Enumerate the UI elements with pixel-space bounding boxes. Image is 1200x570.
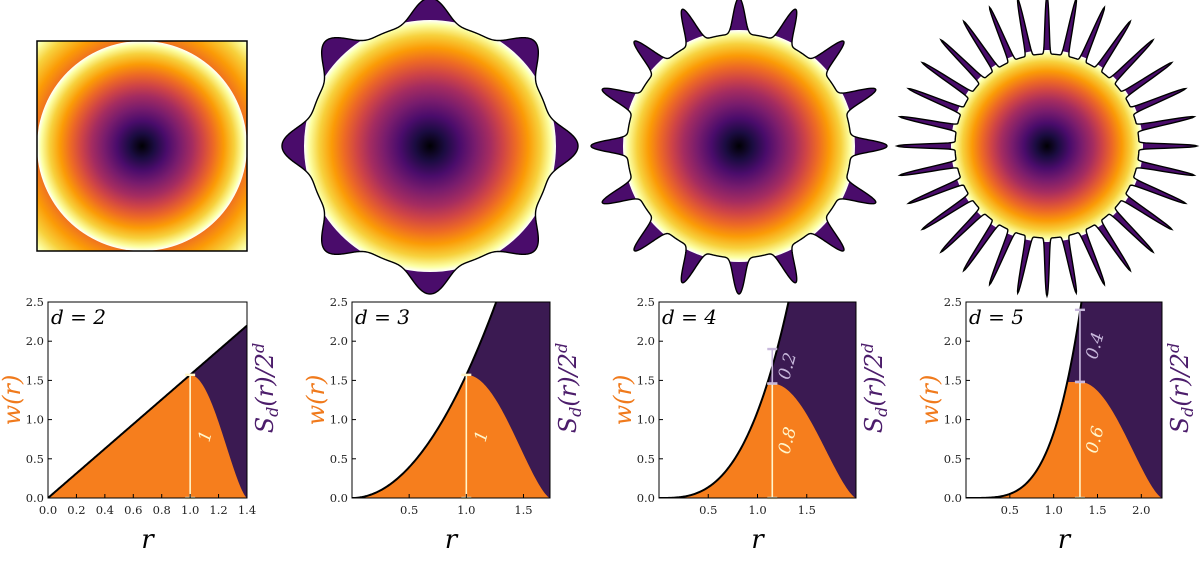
dimension-label: d = 5 xyxy=(969,305,1024,329)
plot-area xyxy=(48,302,247,498)
y-axis-label-left: w(r) xyxy=(0,375,26,426)
y-tick-label: 0.0 xyxy=(944,491,962,505)
x-tick-label: 0.0 xyxy=(39,503,57,517)
boundary-curve xyxy=(48,324,247,498)
chart-d4: 0.80.20.00.51.01.52.02.50.5 1.0 1.5d = 4rw… xyxy=(609,295,891,555)
y-tick-label: 1.0 xyxy=(637,413,655,427)
orange-region xyxy=(352,374,550,498)
x-tick-label: 0.5 xyxy=(699,503,717,517)
plot-frame xyxy=(965,301,1163,499)
y-tick-label: 2.5 xyxy=(944,295,962,309)
orange-region xyxy=(966,381,1162,498)
dimension-label: d = 2 xyxy=(51,305,106,329)
x-tick-label: 0.5 xyxy=(1001,503,1019,517)
chart-d2: 1 0.0 0.5 1.0 1.5 2.0 2.5 0.0 0.2 0.4 0.6 0.8 1.0 1.2… xyxy=(0,295,282,555)
segment-label: 1 xyxy=(471,428,493,444)
x-tick-label: 0.4 xyxy=(96,503,114,517)
y-tick-label: 1.0 xyxy=(944,413,962,427)
x-tick-label: 1.0 xyxy=(181,503,199,517)
y-axis-label-left: w(r) xyxy=(609,375,637,426)
y-tick-label: 0.0 xyxy=(26,491,44,505)
y-axis-label-left: w(r) xyxy=(302,375,330,426)
y-tick-label: 0.0 xyxy=(330,491,348,505)
y-axis-label-right: Sd(r)/2d xyxy=(858,343,891,434)
y-tick-label: 0.0 xyxy=(637,491,655,505)
dimension-label: d = 3 xyxy=(355,305,410,329)
plot-frame xyxy=(47,301,248,499)
boundary-curve xyxy=(966,302,1083,498)
plot-frame xyxy=(351,301,551,499)
charts: 1 0.0 0.5 1.0 1.5 2.0 2.5 0.0 0.2 0.4 0.6 0.8 1.0 1.2… xyxy=(0,295,1197,555)
y-tick-label: 1.5 xyxy=(26,373,44,387)
chart-d3: 1 0.0 0.5 1.0 1.5 2.0 2.5 0.5 1.0 1.5 d = 3 r w(r) Sd… xyxy=(302,295,585,555)
y-tick-label: 2.5 xyxy=(637,295,655,309)
star-density-d3 xyxy=(281,0,579,295)
x-tick-label: 0.2 xyxy=(67,503,85,517)
x-tick-label: 0.8 xyxy=(153,503,171,517)
y-tick-label: 2.5 xyxy=(26,295,44,309)
square-density-d2 xyxy=(36,40,248,252)
y-tick-label: 2.0 xyxy=(26,334,44,348)
boundary-curve xyxy=(659,302,790,498)
x-tick-label: 1.4 xyxy=(238,503,256,517)
y-tick-label: 2.5 xyxy=(330,295,348,309)
star-density-d4 xyxy=(590,0,888,295)
x-tick-label: 1.5 xyxy=(1088,503,1106,517)
x-axis-label: r xyxy=(1058,525,1072,555)
orange-region xyxy=(659,383,856,498)
plot-area xyxy=(966,302,1162,498)
x-axis-label: r xyxy=(751,525,765,555)
plot-area xyxy=(659,302,856,498)
star-density-d5 xyxy=(894,0,1200,299)
y-tick-label: 0.5 xyxy=(944,452,962,466)
x-tick-label: 1.0 xyxy=(748,503,766,517)
x-axis-label: r xyxy=(445,525,459,555)
x-tick-label: 2.0 xyxy=(1132,503,1150,517)
x-tick-label: 1.0 xyxy=(1045,503,1063,517)
density-shapes xyxy=(36,0,1200,299)
y-tick-label: 1.5 xyxy=(330,373,348,387)
chart-d5: 0.60.40.00.51.01.52.02.50.5 1.0 1.5 2.0d = … xyxy=(916,295,1197,555)
orange-region xyxy=(48,374,247,498)
y-tick-label: 2.0 xyxy=(944,334,962,348)
x-tick-label: 1.5 xyxy=(798,503,816,517)
y-tick-label: 1.5 xyxy=(637,373,655,387)
y-tick-label: 0.5 xyxy=(637,452,655,466)
x-tick-label: 1.2 xyxy=(209,503,227,517)
y-tick-label: 2.0 xyxy=(330,334,348,348)
boundary-curve xyxy=(352,302,498,498)
y-axis-label-right: Sd(r)/2d xyxy=(249,343,282,434)
y-axis-label-right: Sd(r)/2d xyxy=(1164,343,1197,434)
y-tick-label: 1.0 xyxy=(26,413,44,427)
y-axis-label-right: Sd(r)/2d xyxy=(552,343,585,434)
y-axis-label-left: w(r) xyxy=(916,375,944,426)
y-tick-label: 1.0 xyxy=(330,413,348,427)
segment-label: 1 xyxy=(195,428,217,444)
y-tick-label: 0.5 xyxy=(26,452,44,466)
y-tick-label: 1.5 xyxy=(944,373,962,387)
x-tick-label: 1.0 xyxy=(457,503,475,517)
y-tick-label: 2.0 xyxy=(637,334,655,348)
x-tick-label: 0.6 xyxy=(124,503,142,517)
plot-area xyxy=(352,302,550,498)
y-tick-label: 0.5 xyxy=(330,452,348,466)
x-axis-label: r xyxy=(141,525,155,555)
dimension-label: d = 4 xyxy=(662,305,717,329)
x-tick-label: 1.5 xyxy=(514,503,532,517)
x-tick-label: 0.5 xyxy=(400,503,418,517)
